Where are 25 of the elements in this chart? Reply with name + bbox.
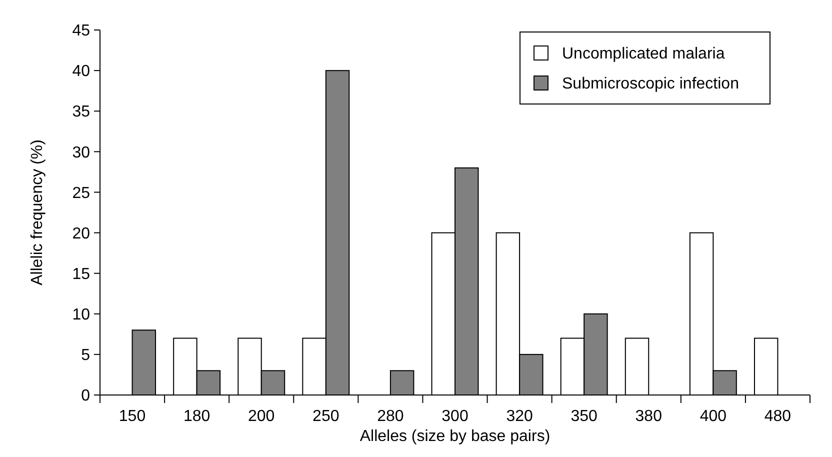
x-tick-label: 380 [635, 408, 662, 425]
legend-label: Uncomplicated malaria [562, 46, 725, 63]
y-tick-label: 10 [72, 306, 90, 324]
legend-label: Submicroscopic infection [562, 76, 739, 93]
y-tick-label: 35 [72, 104, 90, 121]
x-tick-label: 280 [377, 408, 404, 425]
y-tick-label: 0 [81, 388, 90, 405]
x-tick-label: 200 [248, 408, 275, 425]
y-tick-label: 15 [72, 266, 90, 283]
x-tick-label: 150 [118, 408, 146, 425]
x-tick-label: 300 [442, 408, 468, 425]
x-tick-label: 250 [312, 408, 340, 425]
x-tick-label: 180 [183, 408, 210, 425]
x-tick-label: 320 [506, 408, 533, 425]
x-tick-label: 350 [570, 408, 598, 425]
y-tick-label: 5 [81, 347, 90, 364]
y-tick-label: 20 [72, 225, 90, 242]
x-tick-label: 400 [700, 408, 727, 425]
y-tick-label: 45 [72, 22, 90, 40]
y-tick-label: 25 [72, 184, 90, 202]
y-tick-label: 30 [72, 144, 90, 162]
x-axis-title: Alleles (size by base pairs) [360, 428, 550, 445]
x-tick-label: 480 [764, 408, 792, 425]
y-tick-label: 40 [72, 63, 90, 80]
y-axis-title: Allelic frequency (%) [29, 140, 46, 286]
